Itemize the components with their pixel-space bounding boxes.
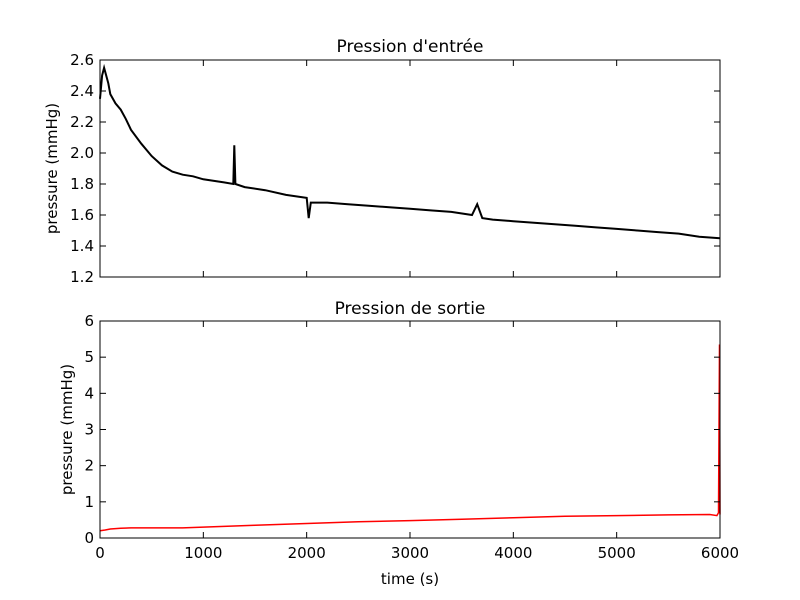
y-tick-label: 1.8 <box>70 175 94 193</box>
chart-title: Pression de sortie <box>335 299 486 319</box>
y-tick-label: 1 <box>84 493 94 511</box>
series-line <box>99 344 721 532</box>
y-tick-label: 5 <box>84 348 94 366</box>
x-tick-label: 4000 <box>494 544 532 562</box>
x-tick-label: 1000 <box>184 544 222 562</box>
x-tick-label: 2000 <box>288 544 326 562</box>
y-tick-label: 4 <box>84 384 94 402</box>
plot-area <box>100 60 720 277</box>
chart-title: Pression d'entrée <box>337 37 484 57</box>
y-axis-label: pressure (mmHg) <box>58 364 76 495</box>
x-tick-label: 0 <box>95 544 105 562</box>
outlet-pressure-panel: 0 1000 2000 3000 4000 5000 6000 0 1 2 3 4 5 6 Pressio… <box>58 299 739 588</box>
series-line <box>99 63 721 240</box>
series-layer <box>99 344 721 532</box>
y-tick-label: 2.6 <box>70 51 94 69</box>
y-tick-label: 2 <box>84 457 94 475</box>
y-tick-label: 0 <box>84 529 94 547</box>
y-tick-label: 2.4 <box>70 82 94 100</box>
ticks-layer: 1.2 1.4 1.6 1.8 2.0 2.2 2.4 2.6 <box>70 51 721 286</box>
x-tick-label: 5000 <box>598 544 636 562</box>
plot-area <box>100 321 720 538</box>
inlet-pressure-panel: 1.2 1.4 1.6 1.8 2.0 2.2 2.4 2.6 Pression d'entr… <box>43 37 721 286</box>
y-tick-label: 1.4 <box>70 237 94 255</box>
y-tick-label: 3 <box>84 421 94 439</box>
y-tick-label: 6 <box>84 312 94 330</box>
axes-frame <box>99 59 721 278</box>
y-tick-label: 2.0 <box>70 144 94 162</box>
x-axis-label: time (s) <box>381 570 439 588</box>
series-layer <box>99 63 721 240</box>
y-axis-label: pressure (mmHg) <box>43 103 61 234</box>
y-tick-label: 1.6 <box>70 206 94 224</box>
x-tick-label: 6000 <box>701 544 739 562</box>
y-tick-label: 1.2 <box>70 268 94 286</box>
ticks-layer: 0 1000 2000 3000 4000 5000 6000 0 1 2 3 4 5 6 <box>84 312 739 562</box>
y-tick-label: 2.2 <box>70 113 94 131</box>
axes-frame <box>99 320 721 539</box>
x-tick-label: 3000 <box>391 544 429 562</box>
